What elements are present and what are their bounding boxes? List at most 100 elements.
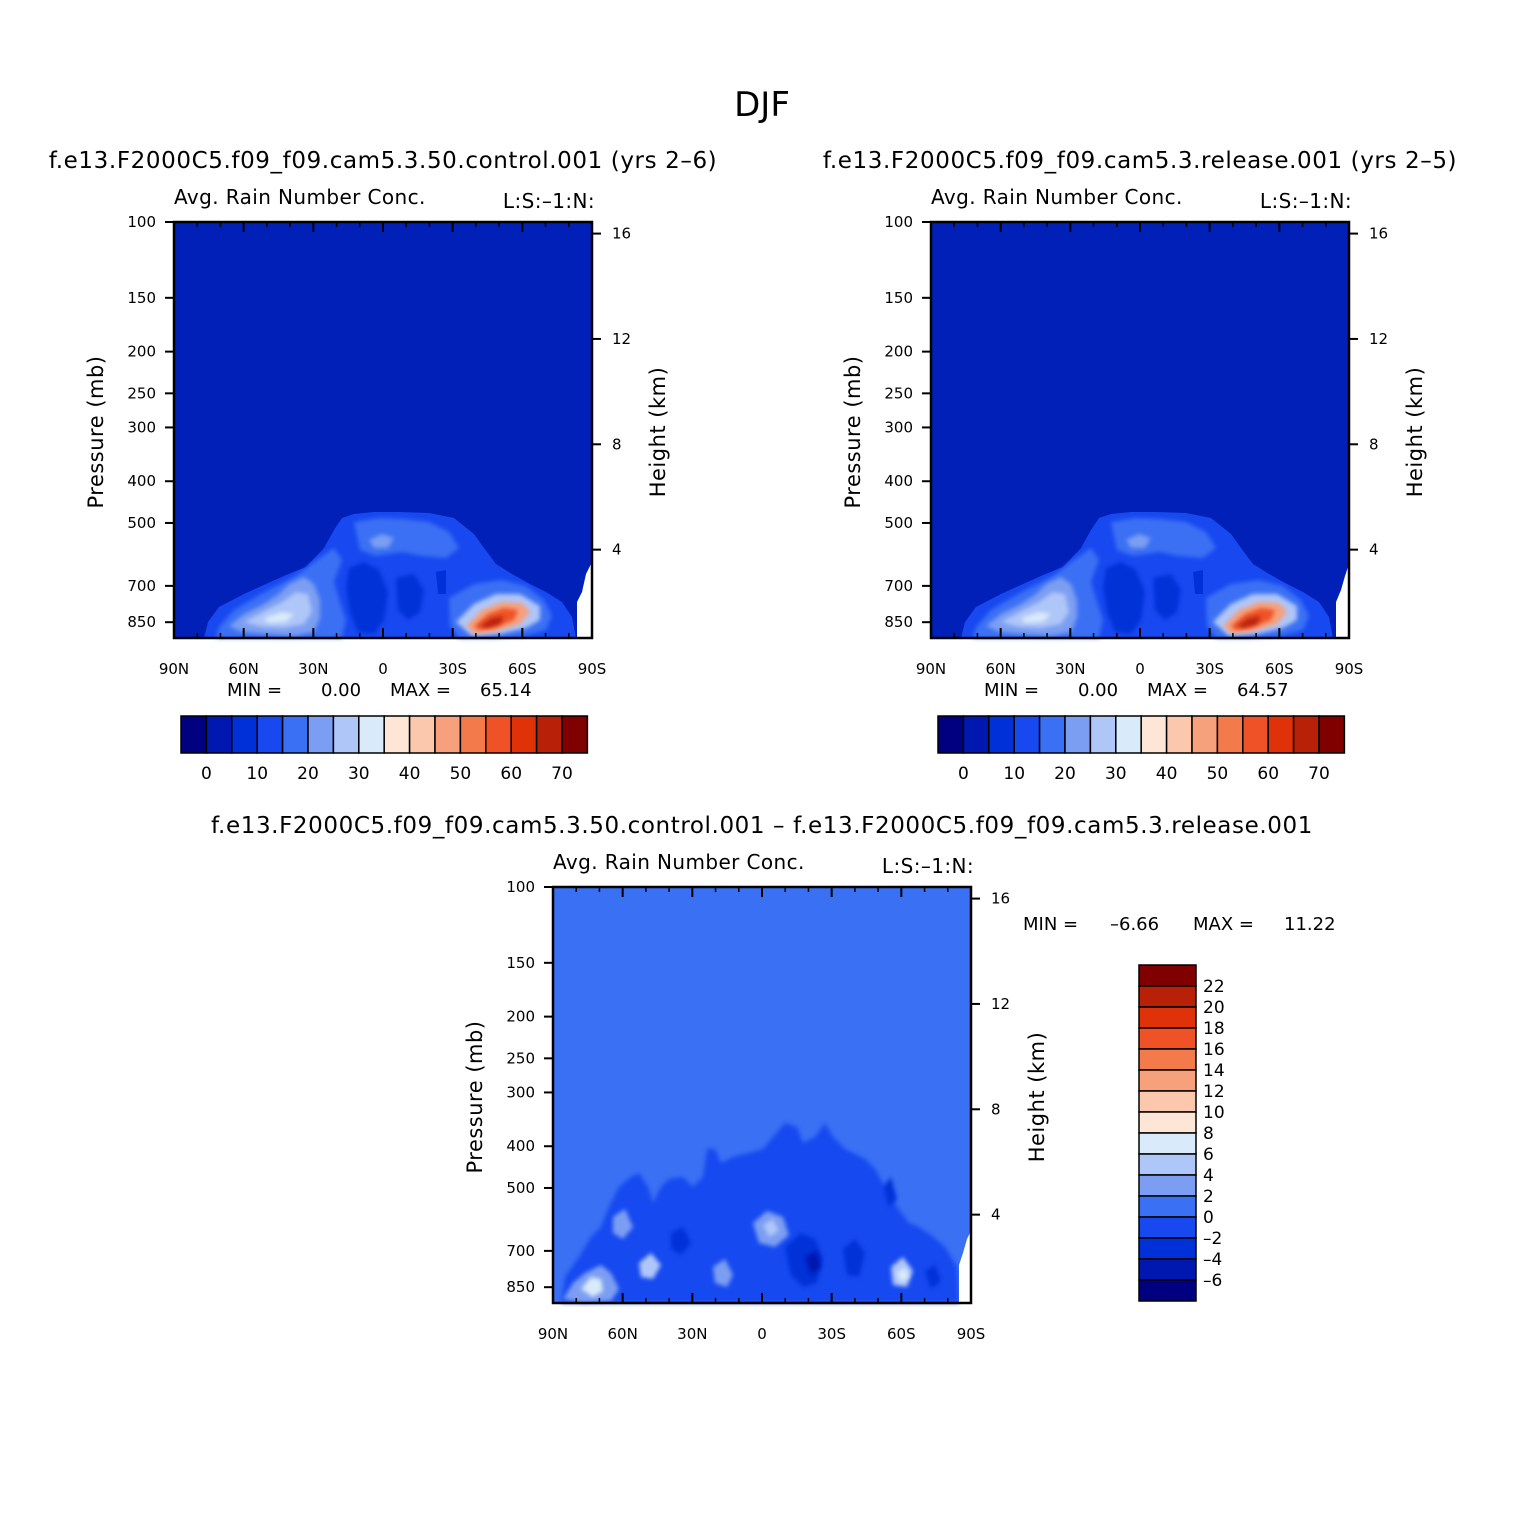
colorbar-swatch — [561, 715, 589, 754]
colorbar-swatch — [1138, 964, 1197, 987]
colorbar-label: 18 — [1203, 1019, 1225, 1039]
x-tick-label: 0 — [378, 660, 388, 678]
x-tick-label: 60S — [1265, 660, 1294, 678]
colorbar-swatch — [205, 715, 233, 754]
colorbar-label: 10 — [1003, 764, 1025, 784]
height-tick-label: 12 — [991, 995, 1010, 1013]
x-tick-label: 90N — [538, 1325, 568, 1343]
colorbar-swatch — [1138, 1069, 1197, 1092]
panel-units: L:S:–1:N: — [882, 854, 974, 878]
colorbar-swatch — [1115, 715, 1142, 754]
y-tick-label: 250 — [506, 1049, 535, 1067]
colorbar-swatch — [1013, 715, 1041, 754]
colorbar-label: 50 — [1207, 764, 1229, 784]
colorbar-swatch — [1242, 715, 1269, 754]
colorbar-swatch — [1064, 715, 1092, 754]
y-tick-label: 300 — [127, 418, 156, 436]
y-tick-label: 700 — [127, 577, 156, 595]
y-tick-label: 300 — [506, 1083, 535, 1101]
colorbar-swatch — [459, 715, 487, 754]
colorbar-swatch — [1138, 1027, 1197, 1050]
colorbar-swatch — [1138, 985, 1197, 1008]
colorbar-swatch — [383, 715, 411, 754]
panel-variable-title: Avg. Rain Number Conc. — [174, 185, 426, 209]
y-tick-label: 150 — [506, 954, 535, 972]
colorbar-label: 22 — [1203, 977, 1225, 997]
min-value: 0.00 — [321, 680, 361, 701]
colorbar-swatch — [485, 715, 512, 754]
min-label: MIN = — [227, 680, 282, 701]
height-tick-label: 8 — [612, 435, 622, 453]
y-tick-label: 200 — [884, 343, 913, 361]
colorbar-label: 10 — [1203, 1103, 1225, 1123]
left-axis: 100 150 200 250 300 400 500 700 850 16 12 8 4 90N 60N 3… — [84, 213, 670, 678]
colorbar-swatch — [1138, 1132, 1197, 1155]
y-tick-label: 500 — [127, 514, 156, 532]
colorbar-label: 20 — [1203, 998, 1225, 1018]
colorbar-label: 60 — [500, 764, 522, 784]
colorbar-label: 12 — [1203, 1082, 1225, 1102]
colorbar-swatch — [510, 715, 538, 754]
colorbar-swatch — [1138, 1111, 1197, 1134]
y-tick-label: 100 — [506, 878, 535, 896]
left-axis: 100 150 200 250 300 400 500 700 850 16 12 8 4 90N 60N 3… — [463, 878, 1049, 1343]
colorbar-swatch — [180, 715, 208, 754]
colorbar-swatch — [1138, 1216, 1197, 1239]
colorbar-label: 2 — [1203, 1187, 1214, 1207]
y-tick-label: 500 — [884, 514, 913, 532]
colorbar-swatch — [1138, 1237, 1197, 1260]
y-right-axis-label: Height (km) — [646, 367, 670, 498]
min-label: MIN = — [1023, 914, 1078, 935]
colorbar-label: 16 — [1203, 1040, 1225, 1060]
height-tick-label: 4 — [1369, 541, 1379, 559]
x-tick-label: 90S — [957, 1325, 986, 1343]
panel-variable-title: Avg. Rain Number Conc. — [931, 185, 1183, 209]
colorbar-swatch — [231, 715, 258, 754]
x-tick-label: 30S — [817, 1325, 846, 1343]
x-tick-label: 90N — [159, 660, 189, 678]
colorbar-swatch — [1138, 1153, 1197, 1176]
colorbar-label: 60 — [1257, 764, 1279, 784]
height-tick-label: 12 — [612, 330, 631, 348]
x-tick-label: 60S — [508, 660, 537, 678]
y-tick-label: 250 — [884, 384, 913, 402]
y-axis-label: Pressure (mb) — [841, 355, 865, 508]
colorbar-swatch — [1267, 715, 1295, 754]
colorbar-label: 40 — [399, 764, 421, 784]
y-tick-label: 400 — [506, 1137, 535, 1155]
colorbar-label: 0 — [201, 764, 212, 784]
colorbar-label: 30 — [1105, 764, 1127, 784]
colorbar-swatch — [1138, 1090, 1197, 1113]
colorbar-label: 6 — [1203, 1145, 1214, 1165]
x-tick-label: 0 — [757, 1325, 767, 1343]
panel-difference: f.e13.F2000C5.f09_f09.cam5.3.50.control.… — [211, 813, 1335, 1343]
colorbar-label: –6 — [1203, 1271, 1222, 1291]
colorbar-label: 8 — [1203, 1124, 1214, 1144]
colorbar-swatch — [408, 715, 436, 754]
max-label: MAX = — [390, 680, 451, 701]
colorbar-swatch — [1138, 1048, 1197, 1071]
panel-case-title: f.e13.F2000C5.f09_f09.cam5.3.50.control.… — [49, 148, 718, 174]
height-tick-label: 4 — [991, 1206, 1001, 1224]
max-value: 64.57 — [1237, 680, 1289, 701]
panel-case-title: f.e13.F2000C5.f09_f09.cam5.3.50.control.… — [211, 813, 1313, 839]
y-axis-label: Pressure (mb) — [463, 1020, 487, 1173]
contour-field — [174, 222, 592, 638]
y-tick-label: 300 — [884, 418, 913, 436]
colorbar-swatch — [1089, 715, 1117, 754]
min-label: MIN = — [984, 680, 1039, 701]
colorbar-swatch — [1138, 1006, 1197, 1029]
y-tick-label: 850 — [884, 613, 913, 631]
x-tick-label: 60N — [229, 660, 259, 678]
colorbar-label: 30 — [348, 764, 370, 784]
height-tick-label: 16 — [1369, 225, 1388, 243]
colorbar-swatch — [988, 715, 1015, 754]
colorbar-swatch — [1138, 1279, 1197, 1302]
colorbar-label: 70 — [551, 764, 573, 784]
max-label: MAX = — [1193, 914, 1254, 935]
colorbar-label: 40 — [1156, 764, 1178, 784]
colorbar-swatch — [1138, 1174, 1197, 1197]
y-tick-label: 500 — [506, 1179, 535, 1197]
